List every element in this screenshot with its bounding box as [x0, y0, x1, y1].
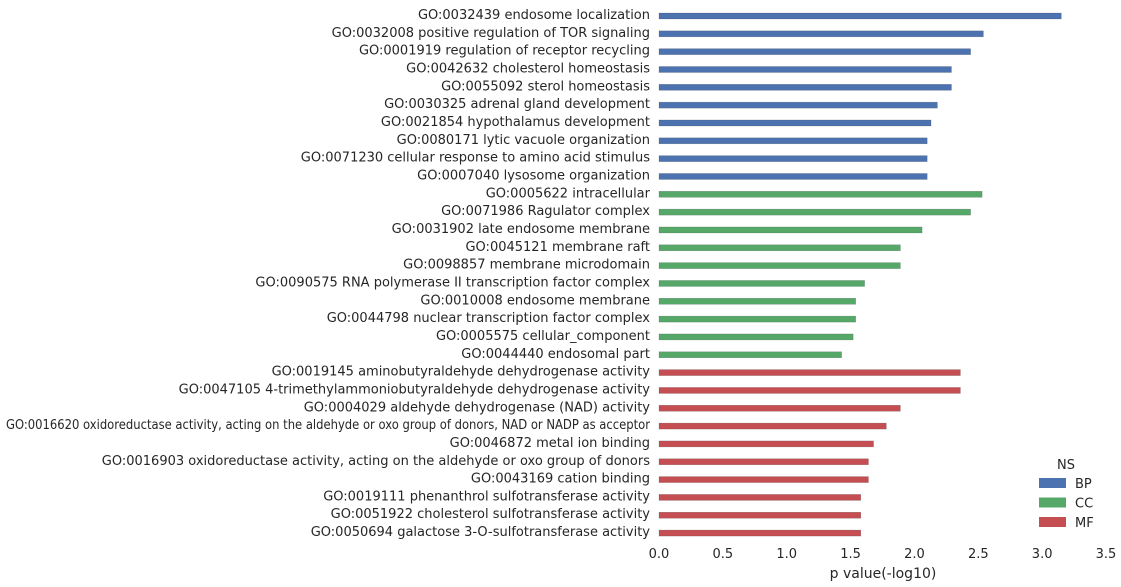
category-label: GO:0032008 positive regulation of TOR si…	[332, 26, 650, 41]
bar-bp	[658, 119, 932, 127]
x-tick-label: 1.0	[776, 547, 797, 562]
category-label: GO:0030325 adrenal gland development	[384, 97, 650, 112]
bar-bp	[658, 137, 928, 145]
category-label: GO:0071230 cellular response to amino ac…	[301, 151, 650, 166]
legend-label-mf: MF	[1075, 516, 1094, 531]
x-tick-label: 3.5	[1096, 547, 1117, 562]
legend-label-bp: BP	[1075, 477, 1092, 492]
category-label: GO:0090575 RNA polymerase II transcripti…	[255, 275, 650, 290]
category-label: GO:0007040 lysosome organization	[417, 168, 650, 183]
bar-bp	[658, 66, 952, 73]
legend-label-cc: CC	[1075, 497, 1093, 512]
category-label: GO:0055092 sterol homeostasis	[441, 79, 650, 94]
category-label: GO:0019145 aminobutyraldehyde dehydrogen…	[272, 365, 651, 380]
category-label: GO:0001919 regulation of receptor recycl…	[359, 44, 650, 59]
x-axis-title: p value(-log10)	[830, 566, 937, 582]
bar-cc	[658, 226, 923, 234]
bar-cc	[658, 244, 901, 252]
bar-bp	[658, 155, 928, 162]
bar-mf	[658, 476, 869, 483]
category-label: GO:0004029 aldehyde dehydrogenase (NAD) …	[304, 400, 651, 415]
bar-cc	[658, 280, 865, 287]
x-tick-label: 2.5	[968, 547, 989, 562]
legend-title: NS	[1057, 458, 1075, 473]
category-label: GO:0071986 Ragulator complex	[441, 204, 650, 219]
category-label: GO:0031902 late endosome membrane	[392, 222, 650, 237]
bar-cc	[658, 351, 842, 359]
x-tick-label: 3.0	[1032, 547, 1053, 562]
bar-mf	[658, 529, 862, 537]
bar-bp	[658, 48, 971, 55]
category-label: GO:0005622 intracellular	[486, 186, 651, 201]
bar-mf	[658, 494, 862, 501]
bar-mf	[658, 422, 887, 430]
bar-mf	[658, 405, 901, 412]
bar-cc	[658, 262, 901, 269]
category-label: GO:0005575 cellular_component	[436, 329, 650, 344]
bar-bp	[658, 12, 1062, 20]
x-tick-label: 0.5	[713, 547, 734, 562]
category-label: GO:0044798 nuclear transcription factor …	[327, 311, 651, 326]
bar-mf	[658, 387, 961, 394]
x-axis-ticks: 0.0 0.5 1.0 1.5 2.0 2.5 3.0 3.5	[649, 547, 1117, 562]
bars-layer	[658, 12, 1062, 537]
bar-cc	[658, 333, 854, 341]
category-label: GO:0044440 endosomal part	[461, 347, 650, 362]
category-label: GO:0046872 metal ion binding	[450, 436, 650, 451]
category-label: GO:0098857 membrane microdomain	[403, 258, 650, 273]
x-tick-label: 1.5	[840, 547, 861, 562]
legend-swatch-mf	[1039, 517, 1066, 527]
bar-mf	[658, 458, 869, 465]
bar-mf	[658, 369, 961, 376]
category-label: GO:0021854 hypothalamus development	[381, 115, 650, 130]
x-tick-label: 2.0	[904, 547, 925, 562]
legend-items: BP CC MF	[1039, 477, 1094, 531]
category-labels: GO:0032439 endosome localization GO:00320…	[6, 8, 651, 540]
category-label: GO:0016903 oxidoreductase activity, acti…	[102, 454, 650, 469]
bar-mf	[658, 440, 874, 448]
category-label: GO:0045121 membrane raft	[465, 240, 650, 255]
category-label: GO:0019111 phenanthrol sulfotransferase …	[323, 489, 650, 504]
bar-mf	[658, 511, 862, 519]
bar-cc	[658, 191, 983, 198]
bar-cc	[658, 208, 971, 216]
legend-swatch-cc	[1039, 497, 1066, 508]
category-label: GO:0016620 oxidoreductase activity, acti…	[6, 418, 651, 433]
bar-cc	[658, 315, 856, 323]
legend-swatch-bp	[1039, 478, 1066, 488]
bar-bp	[658, 173, 928, 180]
bar-bp	[658, 84, 952, 91]
legend: NS BP CC MF	[1039, 458, 1094, 531]
category-label: GO:0080171 lytic vacuole organization	[397, 133, 650, 148]
x-tick-label: 0.0	[649, 547, 670, 562]
category-label: GO:0032439 endosome localization	[418, 8, 650, 23]
category-label: GO:0043169 cation binding	[471, 472, 650, 487]
bar-bp	[658, 101, 938, 109]
bar-bp	[658, 30, 984, 38]
category-label: GO:0047105 4-trimethylammoniobutyraldehy…	[179, 382, 651, 397]
bar-cc	[658, 298, 856, 305]
category-label: GO:0051922 cholesterol sulfotransferase …	[331, 507, 651, 522]
category-label: GO:0042632 cholesterol homeostasis	[406, 61, 650, 76]
category-label: GO:0010008 endosome membrane	[420, 293, 650, 308]
category-label: GO:0050694 galactose 3-O-sulfotransferas…	[311, 525, 651, 540]
